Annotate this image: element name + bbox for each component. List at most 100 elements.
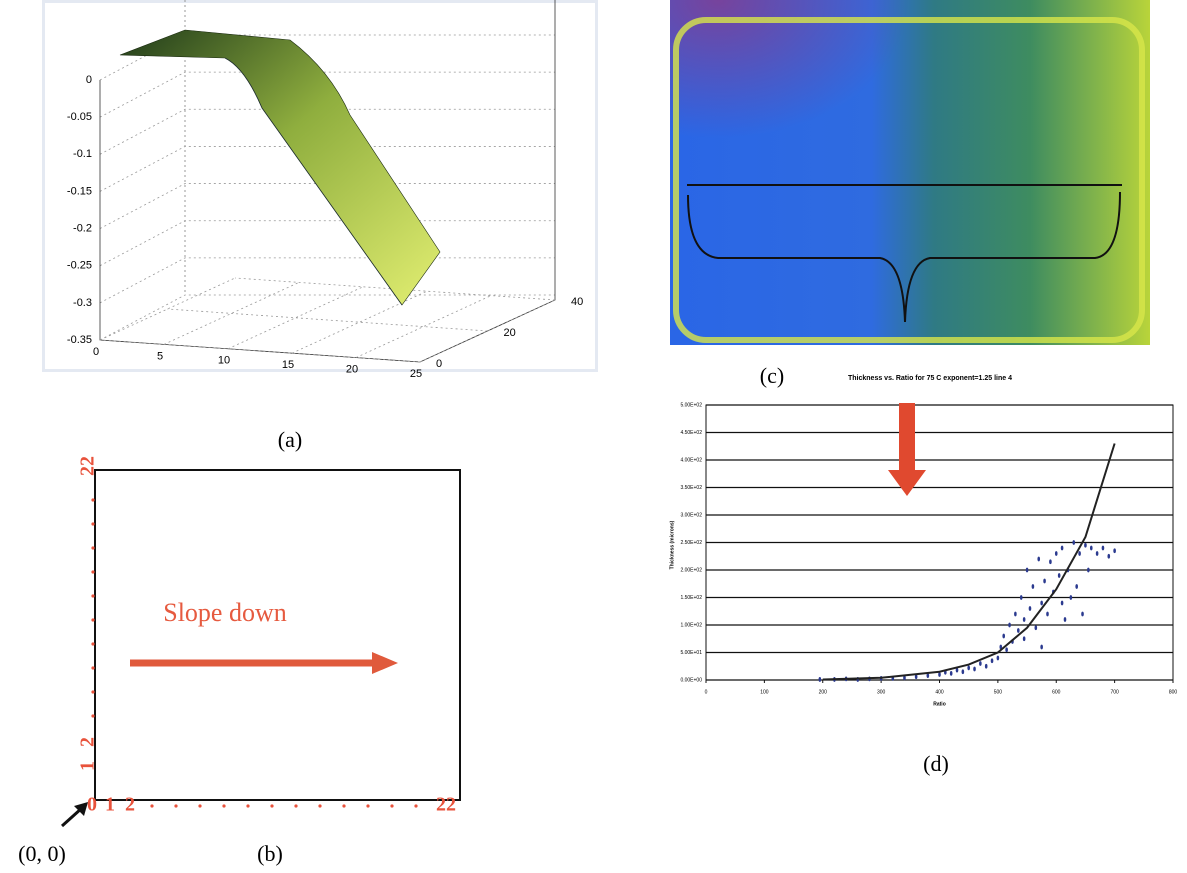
dot [91, 714, 94, 717]
y-tick-label: 3.50E+02 [680, 485, 702, 491]
axis-label: 2 [125, 794, 135, 816]
y-tick-label: 40 [571, 296, 583, 308]
dot [91, 522, 94, 525]
point [1046, 612, 1049, 617]
dot [222, 804, 225, 807]
x-tick-label: 500 [994, 689, 1003, 695]
axis-label: 22 [436, 794, 456, 816]
y-tick-label: 5.00E+02 [680, 402, 702, 408]
point [1061, 601, 1064, 606]
axis-label: 0 [87, 794, 97, 816]
z-tick-label: 0 [86, 74, 92, 86]
x-tick-label: 0 [705, 689, 708, 695]
dot [91, 546, 94, 549]
point [1017, 628, 1020, 633]
z-tick-label: -0.15 [67, 185, 92, 197]
dot [91, 666, 94, 669]
x-tick-label: 10 [218, 355, 230, 367]
figure: 0-0.05-0.1-0.15-0.2-0.25-0.3-0.350510152… [0, 0, 1187, 873]
point [1102, 546, 1105, 551]
x-tick-label: 200 [819, 689, 828, 695]
dot [366, 804, 369, 807]
x-tick-label: 25 [410, 368, 422, 380]
x-tick-label: 800 [1169, 689, 1178, 695]
point [1035, 625, 1038, 630]
caption: (a) [278, 427, 302, 452]
point [1090, 546, 1093, 551]
y-tick-label: 2.50E+02 [680, 540, 702, 546]
dot [91, 594, 94, 597]
arrow-head [888, 470, 926, 496]
point [1008, 623, 1011, 628]
caption: (d) [923, 751, 949, 776]
axis-label: 22 [77, 456, 99, 476]
point [985, 664, 988, 669]
point [1072, 540, 1075, 545]
dot [174, 804, 177, 807]
point [1107, 554, 1110, 559]
z-tick-label: -0.1 [73, 148, 92, 160]
dot [294, 804, 297, 807]
point [1023, 617, 1026, 622]
point [1040, 601, 1043, 606]
point [1040, 645, 1043, 650]
point [1014, 612, 1017, 617]
origin-label: (0, 0) [18, 841, 66, 866]
point [962, 669, 965, 674]
point [1002, 634, 1005, 639]
dot [91, 570, 94, 573]
point [1084, 543, 1087, 548]
y-tick-label: 20 [504, 327, 516, 339]
dot [246, 804, 249, 807]
dot [318, 804, 321, 807]
point [1029, 606, 1032, 611]
x-tick-label: 400 [935, 689, 944, 695]
axis-label: 2 [77, 737, 99, 747]
point [1087, 568, 1090, 573]
y-tick-label: 1.00E+02 [680, 622, 702, 628]
y-axis-label: Thickness (microns) [669, 520, 675, 569]
y-tick-label: 1.50E+02 [680, 595, 702, 601]
point [997, 656, 1000, 661]
point [1081, 612, 1084, 617]
z-tick-label: -0.35 [67, 334, 92, 346]
y-tick-label: 4.50E+02 [680, 430, 702, 436]
x-tick-label: 300 [877, 689, 886, 695]
point [1075, 584, 1078, 589]
dot [414, 804, 417, 807]
point [950, 671, 953, 676]
trendline [823, 444, 1115, 680]
x-tick-label: 15 [282, 359, 294, 371]
y-tick-label: 3.00E+02 [680, 512, 702, 518]
annotation: Slope down [163, 598, 287, 627]
x-axis-label: Ratio [933, 701, 946, 707]
y-tick-label: 0.00E+00 [680, 677, 702, 683]
panel-d: Thickness vs. Ratio for 75 C exponent=1.… [669, 375, 1177, 707]
caption: (c) [760, 363, 784, 388]
point [1005, 647, 1008, 652]
point [1061, 546, 1064, 551]
chart-title: Thickness vs. Ratio for 75 C exponent=1.… [848, 375, 1012, 382]
y-tick-label: 2.00E+02 [680, 567, 702, 573]
point [1078, 551, 1081, 556]
panel-b: 122201222 [77, 456, 456, 816]
point [979, 661, 982, 666]
point [1037, 557, 1040, 562]
x-tick-label: 100 [760, 689, 769, 695]
dot [342, 804, 345, 807]
arrow-head [372, 652, 398, 674]
point [973, 667, 976, 672]
dot [270, 804, 273, 807]
dot [91, 618, 94, 621]
point [1064, 617, 1067, 622]
y-tick-label: 0 [436, 358, 442, 370]
point [1032, 584, 1035, 589]
dot [91, 642, 94, 645]
domain-box [95, 470, 460, 800]
dot [390, 804, 393, 807]
axis-label: 1 [105, 794, 115, 816]
y-tick-label: 4.00E+02 [680, 457, 702, 463]
x-tick-label: 0 [93, 346, 99, 358]
point [1058, 573, 1061, 578]
photo-tint [670, 0, 1150, 345]
